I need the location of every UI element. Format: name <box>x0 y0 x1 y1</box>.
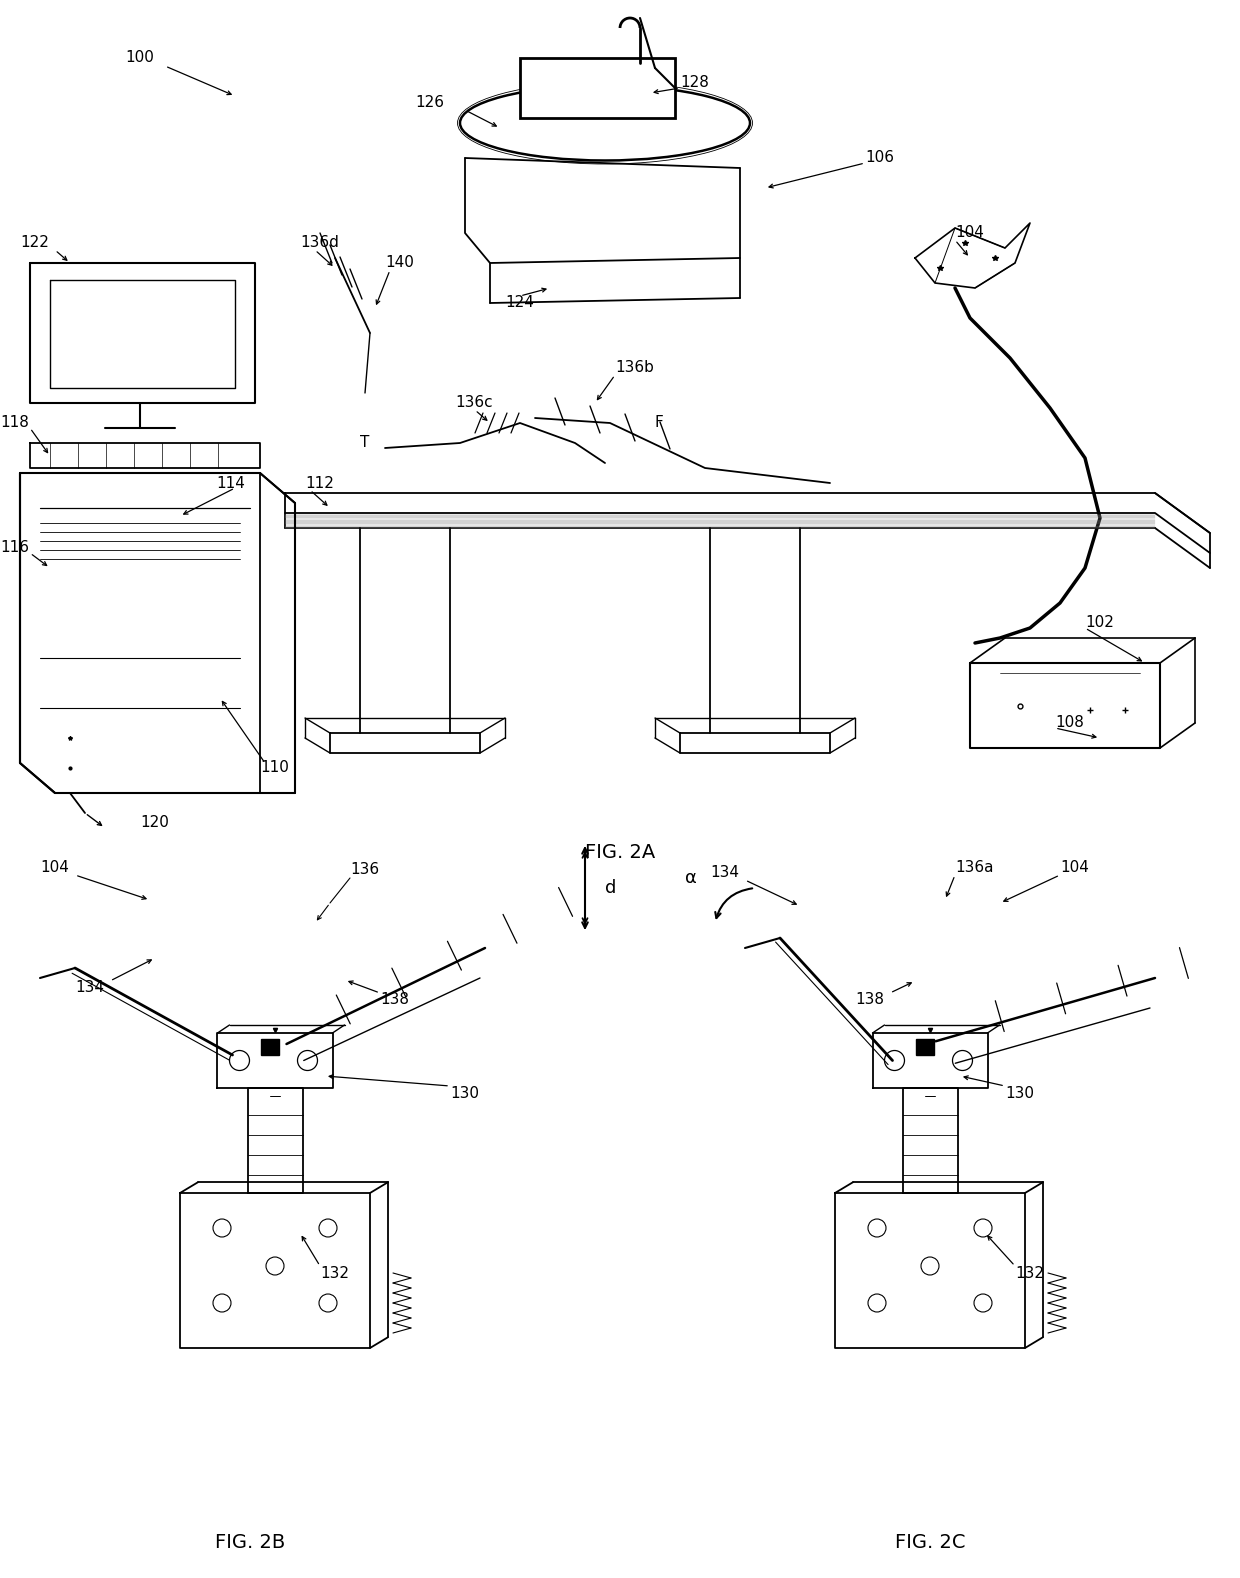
Text: 130: 130 <box>1004 1086 1034 1100</box>
Text: 138: 138 <box>856 993 884 1007</box>
Text: FIG. 2B: FIG. 2B <box>215 1534 285 1553</box>
Text: 136b: 136b <box>615 360 653 376</box>
Text: 112: 112 <box>305 475 334 491</box>
Text: 128: 128 <box>680 76 709 90</box>
Text: α: α <box>684 869 697 887</box>
Text: 124: 124 <box>505 295 534 311</box>
Text: 104: 104 <box>1060 860 1089 876</box>
Text: 118: 118 <box>0 415 29 431</box>
Text: F: F <box>655 415 663 431</box>
Text: 136c: 136c <box>455 396 492 410</box>
Text: 100: 100 <box>125 50 154 66</box>
Bar <box>520 58 675 118</box>
Text: T: T <box>360 436 370 450</box>
Text: 134: 134 <box>74 980 104 996</box>
Text: 110: 110 <box>260 761 289 775</box>
Text: 132: 132 <box>320 1266 348 1280</box>
Text: 108: 108 <box>1055 715 1084 731</box>
Bar <box>916 1038 934 1056</box>
Text: 102: 102 <box>1085 615 1114 631</box>
Text: 104: 104 <box>40 860 69 876</box>
Text: 116: 116 <box>0 541 29 555</box>
Text: 134: 134 <box>711 865 739 881</box>
Text: 104: 104 <box>955 226 983 240</box>
Text: 136: 136 <box>350 863 379 877</box>
Text: 122: 122 <box>20 235 48 251</box>
Text: 130: 130 <box>450 1086 479 1100</box>
Bar <box>262 1038 279 1056</box>
Text: 138: 138 <box>379 993 409 1007</box>
Text: d: d <box>605 879 616 896</box>
Text: 140: 140 <box>384 256 414 270</box>
Text: 136a: 136a <box>955 860 993 876</box>
Text: 120: 120 <box>140 816 169 830</box>
Text: FIG. 2A: FIG. 2A <box>585 844 655 863</box>
Text: 136d: 136d <box>300 235 339 251</box>
Text: 126: 126 <box>415 96 444 110</box>
Text: 106: 106 <box>866 150 894 166</box>
Text: 132: 132 <box>1016 1266 1044 1280</box>
Text: 114: 114 <box>216 475 246 491</box>
Text: FIG. 2C: FIG. 2C <box>895 1534 965 1553</box>
